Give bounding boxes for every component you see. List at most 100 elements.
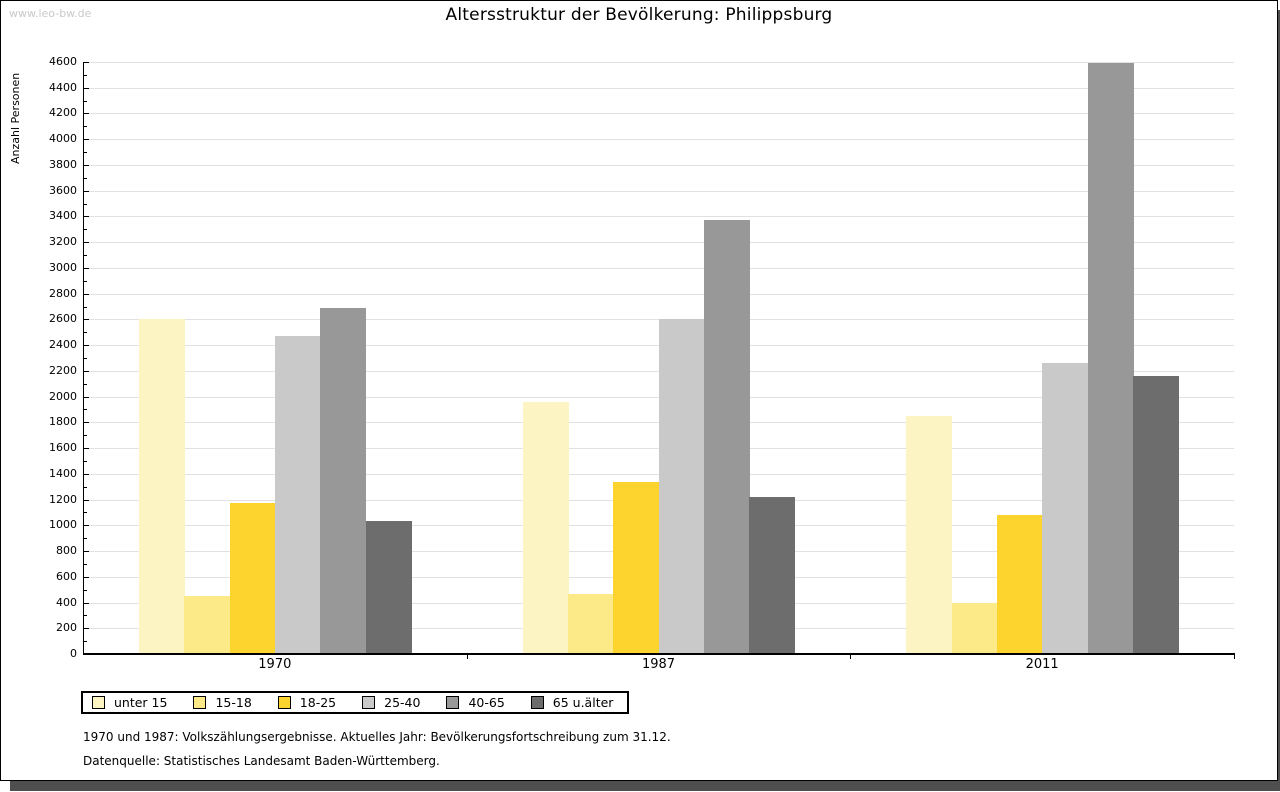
y-axis-tick [84, 628, 89, 629]
y-axis-tick [84, 204, 87, 205]
y-axis-tick [84, 281, 87, 282]
y-tick-label: 0 [70, 647, 77, 660]
bar-1987-15-18 [567, 593, 614, 654]
y-tick-label: 200 [56, 621, 77, 634]
legend-label: 25-40 [384, 695, 421, 710]
legend-label: 40-65 [468, 695, 505, 710]
bar-1970-65-u-lter [365, 521, 412, 654]
x-category-label: 2011 [1025, 657, 1059, 672]
y-axis-tick [84, 512, 87, 513]
bar-1987-unter-15 [522, 401, 569, 654]
y-axis-tick [84, 577, 89, 578]
y-tick-label: 400 [56, 596, 77, 609]
bar-1970-40-65 [320, 307, 367, 654]
y-axis-tick [84, 590, 87, 591]
x-category-label: 1970 [258, 657, 292, 672]
y-tick-label: 800 [56, 544, 77, 557]
y-axis-tick [84, 191, 89, 192]
footer-note: 1970 und 1987: Volkszählungsergebnisse. … [83, 730, 671, 744]
y-axis-tick [84, 268, 89, 269]
y-axis-tick [84, 358, 87, 359]
legend-label: 65 u.älter [552, 695, 614, 710]
legend-item: 40-65 [446, 695, 505, 710]
footer-source: Datenquelle: Statistisches Landesamt Bad… [83, 754, 440, 768]
y-axis-tick [84, 461, 87, 462]
bar-1987-18-25 [613, 481, 660, 654]
y-axis-tick [84, 165, 89, 166]
y-axis-tick [84, 126, 87, 127]
bar-2011-unter-15 [906, 415, 953, 654]
y-tick-label: 4600 [49, 55, 77, 68]
y-axis-tick [84, 615, 87, 616]
y-axis-tick [84, 216, 89, 217]
y-tick-label: 600 [56, 570, 77, 583]
legend-swatch-icon [446, 696, 460, 709]
y-tick-label: 4200 [49, 106, 77, 119]
y-axis-tick [84, 487, 87, 488]
y-axis-tick [84, 62, 89, 63]
y-axis-tick [84, 435, 87, 436]
bar-1970-18-25 [229, 503, 276, 654]
y-axis-tick [84, 113, 89, 114]
y-axis-tick [84, 152, 87, 153]
y-tick-label: 4400 [49, 81, 77, 94]
legend-swatch-icon [362, 696, 376, 709]
y-tick-label: 1600 [49, 441, 77, 454]
bar-2011-25-40 [1042, 363, 1089, 654]
bar-1987-40-65 [703, 220, 750, 654]
bar-2011-15-18 [951, 602, 998, 654]
y-axis-tick [84, 294, 89, 295]
gridline [83, 294, 1234, 295]
x-axis-line [83, 653, 1235, 655]
y-axis-tick [84, 255, 87, 256]
bar-1987-25-40 [658, 319, 705, 654]
y-tick-label: 3200 [49, 235, 77, 248]
y-axis-line [83, 62, 84, 655]
bar-1970-15-18 [184, 596, 231, 654]
y-axis-tick [84, 88, 89, 89]
y-axis-tick [84, 603, 89, 604]
legend-item: 18-25 [277, 695, 336, 710]
y-tick-label: 2400 [49, 338, 77, 351]
bar-1987-65-u-lter [749, 496, 796, 654]
x-category-label: 1987 [641, 657, 676, 672]
y-axis-tick [84, 101, 87, 102]
y-axis-tick [84, 75, 87, 76]
legend-item: 65 u.älter [530, 695, 614, 710]
legend-item: unter 15 [92, 695, 167, 710]
y-tick-label: 3400 [49, 209, 77, 222]
gridline [83, 139, 1234, 140]
y-axis-tick [84, 448, 89, 449]
x-axis-tick [467, 655, 468, 659]
y-axis-tick [84, 564, 87, 565]
gridline [83, 88, 1234, 89]
y-tick-label: 2200 [49, 364, 77, 377]
gridline [83, 216, 1234, 217]
legend-swatch-icon [92, 696, 105, 709]
legend-swatch-icon [530, 696, 544, 709]
y-axis-tick [84, 242, 89, 243]
gridline [83, 165, 1234, 166]
y-axis-tick [84, 319, 89, 320]
legend-item: 25-40 [362, 695, 420, 710]
watermark: www.leo-bw.de [9, 7, 92, 20]
y-axis-tick [84, 139, 89, 140]
gridline [83, 113, 1234, 114]
y-tick-label: 2000 [49, 390, 77, 403]
y-axis-tick [84, 474, 89, 475]
y-axis-tick [84, 409, 87, 410]
y-tick-label: 3600 [49, 184, 77, 197]
x-axis-tick [1234, 655, 1235, 659]
bar-1970-unter-15 [138, 319, 185, 654]
x-axis-tick [850, 655, 851, 659]
y-axis-tick [84, 525, 89, 526]
y-axis-tick [84, 345, 89, 346]
bar-2011-18-25 [996, 515, 1043, 654]
y-tick-label: 4000 [49, 132, 77, 145]
y-tick-label: 1400 [49, 467, 77, 480]
gridline [83, 191, 1234, 192]
y-tick-label: 3800 [49, 158, 77, 171]
gridline [83, 242, 1234, 243]
y-tick-label: 1200 [49, 493, 77, 506]
